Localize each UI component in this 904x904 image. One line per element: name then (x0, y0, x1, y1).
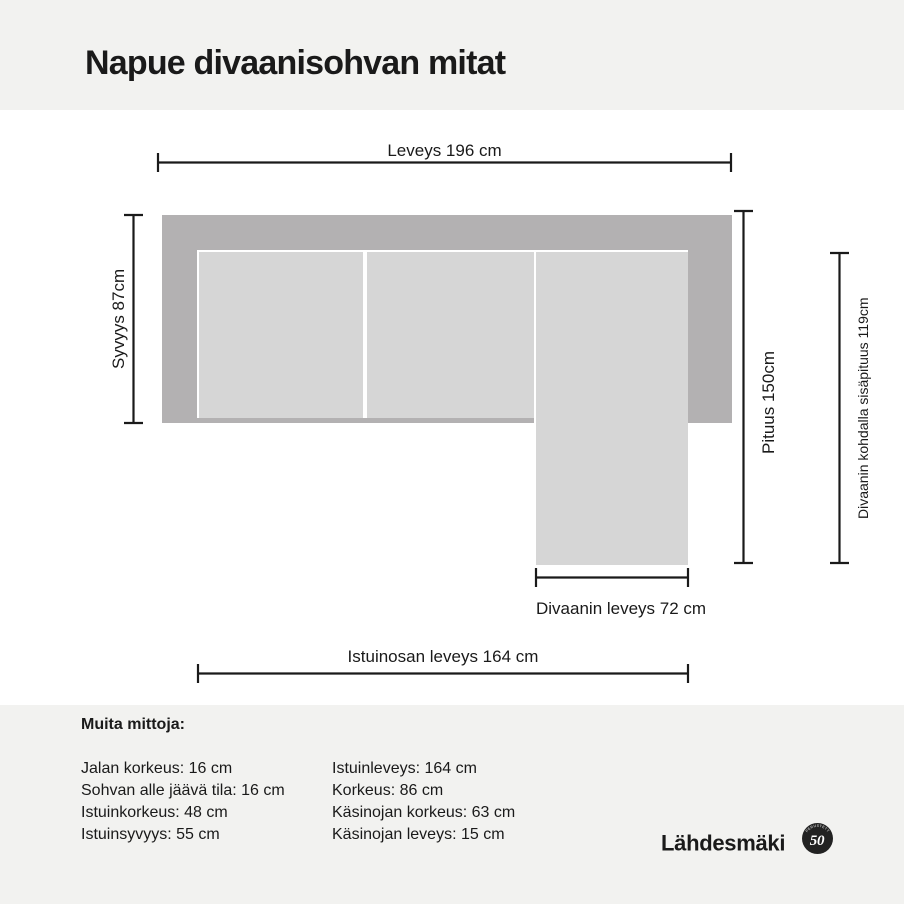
svg-text:50: 50 (810, 833, 825, 849)
